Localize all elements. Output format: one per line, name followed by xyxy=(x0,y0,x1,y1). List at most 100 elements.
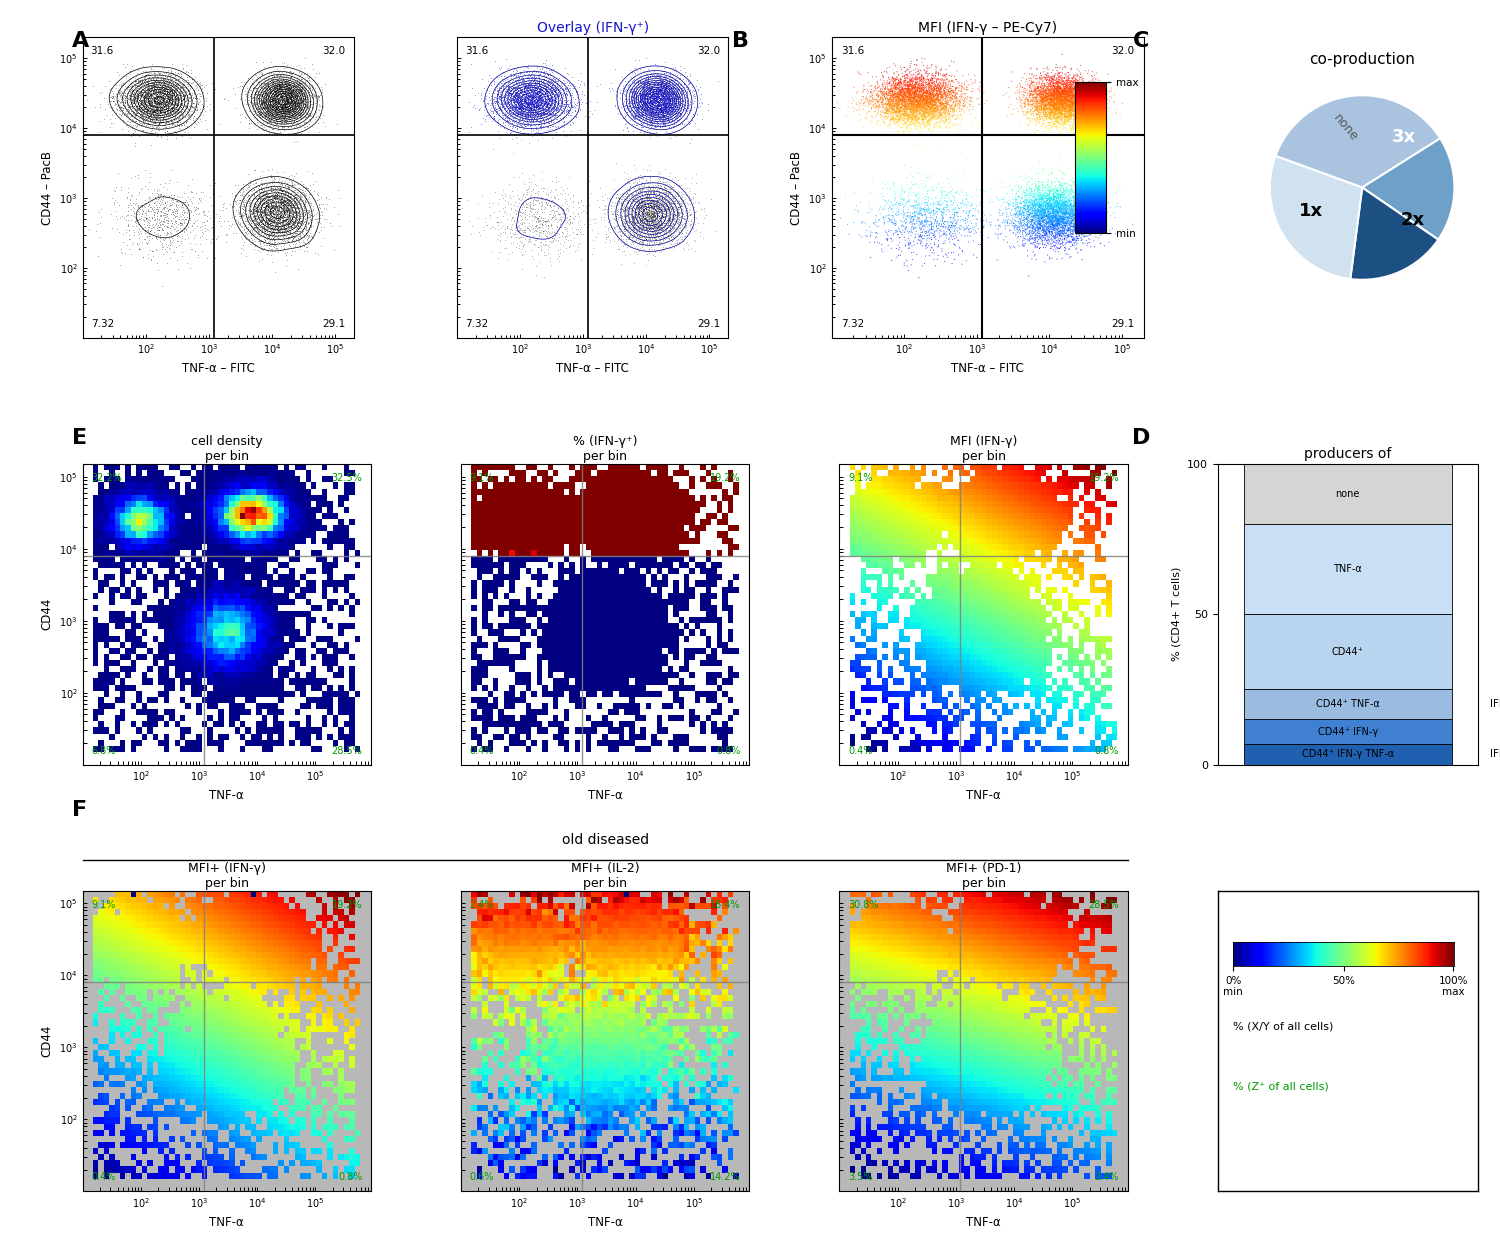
Point xyxy=(256,92,280,112)
Point xyxy=(664,89,688,109)
Point xyxy=(670,207,694,227)
Point xyxy=(884,192,908,212)
Point xyxy=(903,199,927,218)
Point xyxy=(1054,102,1078,122)
Point xyxy=(915,67,939,87)
Point xyxy=(1077,105,1101,125)
Bar xyxy=(526,910,531,916)
Point xyxy=(513,82,537,102)
Point xyxy=(634,84,658,104)
Bar xyxy=(942,679,948,685)
Point xyxy=(900,112,924,132)
Point xyxy=(912,98,936,118)
Point xyxy=(525,103,549,123)
Point xyxy=(270,96,294,115)
Point xyxy=(266,94,290,114)
Point xyxy=(1047,101,1071,120)
Point xyxy=(656,191,680,211)
Point xyxy=(1068,89,1092,109)
Bar xyxy=(948,611,954,617)
Point xyxy=(1048,118,1072,138)
Point xyxy=(657,88,681,108)
Bar xyxy=(591,1117,597,1123)
Point xyxy=(258,96,282,115)
Point xyxy=(249,187,273,207)
Point xyxy=(940,102,964,122)
Point xyxy=(488,87,512,107)
Point xyxy=(1030,97,1054,117)
Point xyxy=(1042,79,1066,99)
Point xyxy=(908,86,932,105)
Point xyxy=(654,215,678,235)
Point xyxy=(156,237,180,257)
Point xyxy=(650,101,674,120)
Point xyxy=(642,195,666,215)
Point xyxy=(266,77,290,97)
Point xyxy=(922,89,946,109)
Point xyxy=(544,71,568,91)
Bar xyxy=(964,933,969,939)
Point xyxy=(518,97,542,117)
Point xyxy=(894,195,918,215)
Point xyxy=(264,61,288,81)
Point xyxy=(892,107,916,127)
Bar xyxy=(284,1037,290,1044)
Point xyxy=(570,83,594,103)
Point xyxy=(300,227,324,247)
Point xyxy=(267,76,291,96)
Point xyxy=(657,204,681,223)
Point xyxy=(898,102,922,122)
Point xyxy=(645,79,669,99)
Point xyxy=(1038,101,1062,120)
Point xyxy=(142,71,166,91)
Point xyxy=(645,197,669,217)
Point xyxy=(928,79,952,99)
Bar xyxy=(202,1062,207,1069)
Point xyxy=(639,87,663,107)
Point xyxy=(1019,187,1042,207)
Point xyxy=(291,88,315,108)
Bar xyxy=(1019,568,1025,575)
Point xyxy=(255,210,279,230)
Point xyxy=(928,103,952,123)
Point xyxy=(1007,187,1031,207)
Bar xyxy=(350,903,354,910)
Point xyxy=(1017,200,1041,220)
Bar xyxy=(1106,1111,1112,1117)
Bar xyxy=(170,1062,174,1069)
Point xyxy=(885,79,909,99)
Bar xyxy=(904,995,909,1001)
Point xyxy=(861,97,885,117)
Point xyxy=(1060,86,1084,105)
Point xyxy=(640,88,664,108)
Bar xyxy=(662,544,668,550)
Point xyxy=(639,91,663,110)
Point xyxy=(264,99,288,119)
Point xyxy=(540,88,564,108)
Point xyxy=(650,117,674,137)
Point xyxy=(156,84,180,104)
Point xyxy=(1038,184,1062,204)
Point xyxy=(154,117,178,137)
Point xyxy=(512,82,536,102)
Point xyxy=(306,73,330,93)
Bar xyxy=(278,1093,284,1100)
Point xyxy=(1062,89,1086,109)
Bar xyxy=(882,525,888,531)
Point xyxy=(1030,89,1054,109)
Point xyxy=(656,102,680,122)
Point xyxy=(238,96,262,115)
Point xyxy=(924,109,948,129)
Point xyxy=(243,200,267,220)
Point xyxy=(891,87,915,107)
Point xyxy=(278,227,302,247)
Bar xyxy=(234,611,240,617)
Point xyxy=(892,92,916,112)
Point xyxy=(279,101,303,120)
Point xyxy=(892,102,916,122)
Point xyxy=(534,67,558,87)
Bar xyxy=(898,983,904,989)
Point xyxy=(251,249,274,269)
Point xyxy=(105,101,129,120)
Bar xyxy=(1078,575,1084,581)
